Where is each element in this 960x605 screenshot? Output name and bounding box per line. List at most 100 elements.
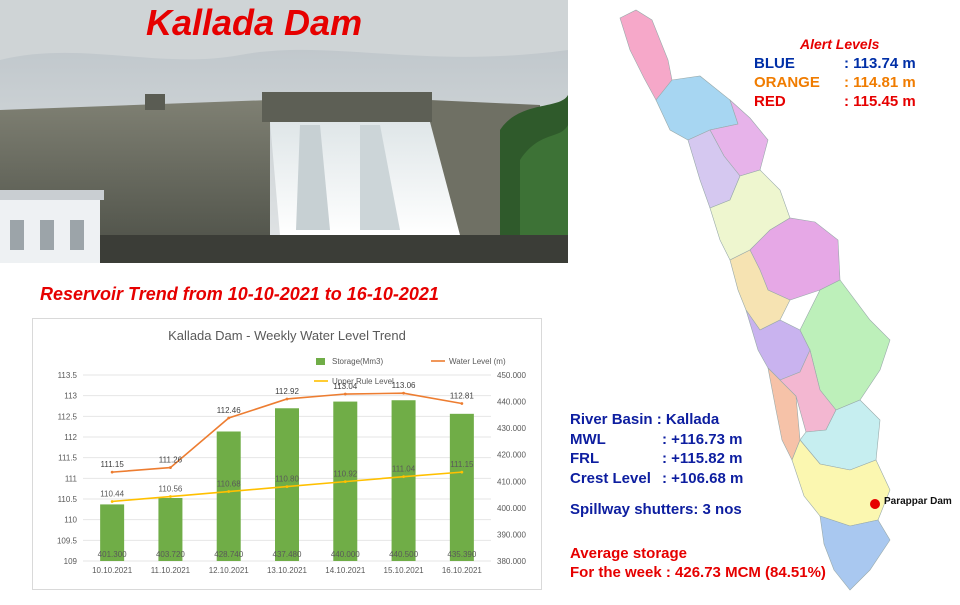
frl-label: FRL: [570, 450, 600, 467]
storage-bar: [158, 497, 183, 561]
storage-bar-label: 440.500: [389, 550, 418, 559]
crest-value: : +106.68 m: [662, 469, 744, 487]
mwl-row: MWL : +116.73 m: [570, 430, 743, 450]
storage-bar-label: 403.720: [156, 550, 185, 559]
upper-rule-point: [343, 480, 347, 484]
x-tick-label: 11.10.2021: [151, 566, 191, 575]
upper-rule-point: [460, 470, 464, 474]
upper-rule-point: [110, 500, 114, 503]
y-left-tick-label: 109: [64, 557, 78, 566]
alert-label: RED: [754, 93, 786, 110]
upper-rule-label: 110.92: [333, 470, 357, 479]
frl-value: : +115.82 m: [662, 450, 743, 467]
storage-bar-label: 401.300: [98, 550, 127, 559]
y-right-tick-label: 390.000: [497, 530, 526, 539]
water-level-label: 113.06: [392, 381, 416, 390]
alert-label: ORANGE: [754, 74, 820, 91]
mwl-value: : +116.73 m: [662, 430, 743, 448]
dam-info: River Basin : Kallada MWL : +116.73 m FR…: [570, 410, 743, 520]
x-tick-label: 15.10.2021: [384, 566, 425, 575]
storage-bar: [216, 431, 241, 561]
water-level-label: 112.92: [275, 387, 299, 396]
kerala-map: [600, 0, 960, 600]
water-level-label: 111.15: [101, 460, 125, 469]
y-left-tick-label: 109.5: [57, 536, 78, 545]
water-level-label: 113.04: [333, 382, 357, 391]
water-level-point: [110, 470, 114, 474]
crest-label: Crest Level: [570, 469, 651, 487]
parappar-dam-marker: [870, 499, 880, 509]
alert-levels-title: Alert Levels: [800, 36, 880, 52]
storage-bar: [100, 504, 125, 561]
water-level-chart: Kallada Dam - Weekly Water Level Trend S…: [32, 318, 542, 590]
upper-rule-point: [285, 485, 289, 488]
alert-row-red: RED : 115.45 m: [754, 92, 954, 111]
x-tick-label: 14.10.2021: [325, 566, 366, 575]
mwl-label: MWL: [570, 430, 606, 448]
water-level-label: 111.26: [159, 456, 183, 465]
storage-bar-label: 435.390: [447, 550, 476, 559]
legend-label: Water Level (m): [449, 357, 506, 366]
water-level-label: 112.46: [217, 406, 241, 415]
water-level-point: [402, 391, 405, 395]
page-title: Kallada Dam: [146, 2, 363, 43]
alert-label: BLUE: [754, 55, 795, 72]
alert-value: : 113.74 m: [844, 55, 916, 72]
frl-row: FRL : +115.82 m: [570, 449, 743, 469]
district-thiruvananthapuram: [819, 515, 891, 591]
river-basin: River Basin : Kallada: [570, 411, 720, 428]
y-left-tick-label: 111: [65, 474, 78, 483]
y-left-tick-label: 110: [64, 516, 77, 525]
storage-bar-label: 437.480: [273, 550, 302, 559]
upper-rule-label: 110.56: [158, 485, 182, 494]
chart-data-labels: 401.300 403.720 428.740 437.480 440.000 440.5…: [98, 381, 477, 559]
y-left-tick-label: 111.5: [58, 454, 77, 463]
storage-bar: [391, 400, 416, 561]
water-level-label: 112.81: [450, 392, 474, 401]
legend-label: Upper Rule Level: [332, 377, 394, 386]
water-level-point: [285, 397, 289, 401]
y-left-tick-label: 113.5: [58, 371, 78, 380]
alert-levels: Alert Levels BLUE : 113.74 m ORANGE : 11…: [754, 36, 954, 111]
y-right-tick-label: 440.000: [497, 398, 526, 407]
storage-bar-label: 440.000: [331, 550, 360, 559]
level-lines: [110, 391, 464, 503]
water-level-point: [169, 466, 172, 469]
alert-value: : 115.45 m: [844, 93, 916, 110]
y-right-tick-label: 430.000: [497, 424, 526, 433]
y-right-tick-label: 450.000: [497, 371, 526, 380]
storage-bar: [449, 413, 474, 561]
y-left-tick-label: 113: [64, 392, 77, 401]
upper-rule-label: 111.04: [392, 465, 416, 474]
water-level-point: [460, 402, 464, 405]
water-level-point: [343, 392, 347, 396]
parappar-dam-label: Parappar Dam: [884, 496, 952, 507]
district-thrissur: [729, 249, 791, 331]
upper-rule-label: 111.15: [450, 460, 474, 469]
average-storage: Average storage For the week : 426.73 MC…: [570, 544, 826, 582]
upper-rule-label: 110.80: [275, 475, 299, 484]
legend-swatch: [316, 358, 325, 365]
trend-title: Reservoir Trend from 10-10-2021 to 16-10…: [40, 284, 439, 304]
y-left-tick-label: 112.5: [58, 412, 78, 421]
y-left-tick-label: 112: [64, 433, 77, 442]
x-tick-label: 12.10.2021: [209, 566, 250, 575]
spillway-shutters: Spillway shutters: 3 nos: [570, 501, 742, 518]
alert-value: : 114.81 m: [844, 74, 916, 91]
y-right-tick-label: 420.000: [497, 451, 526, 460]
upper-rule-label: 110.44: [100, 489, 124, 498]
storage-bar-label: 428.740: [214, 550, 243, 559]
y-right-tick-label: 400.000: [497, 504, 526, 513]
upper-rule-label: 110.68: [217, 480, 241, 489]
average-storage-line2: For the week : 426.73 MCM (84.51%): [570, 564, 826, 581]
upper-rule-point: [169, 495, 172, 498]
dam-photo: [0, 0, 568, 263]
y-left-tick-label: 110.5: [58, 495, 78, 504]
upper-rule-point: [402, 475, 405, 479]
chart-svg: Kallada Dam - Weekly Water Level Trend S…: [57, 328, 527, 575]
water-level-point: [227, 416, 231, 420]
y-right-tick-label: 380.000: [497, 557, 526, 566]
x-tick-label: 13.10.2021: [267, 566, 308, 575]
x-tick-label: 16.10.2021: [442, 566, 483, 575]
chart-legend: Storage(Mm3) Water Level (m) Upper Rule Le…: [314, 357, 506, 386]
